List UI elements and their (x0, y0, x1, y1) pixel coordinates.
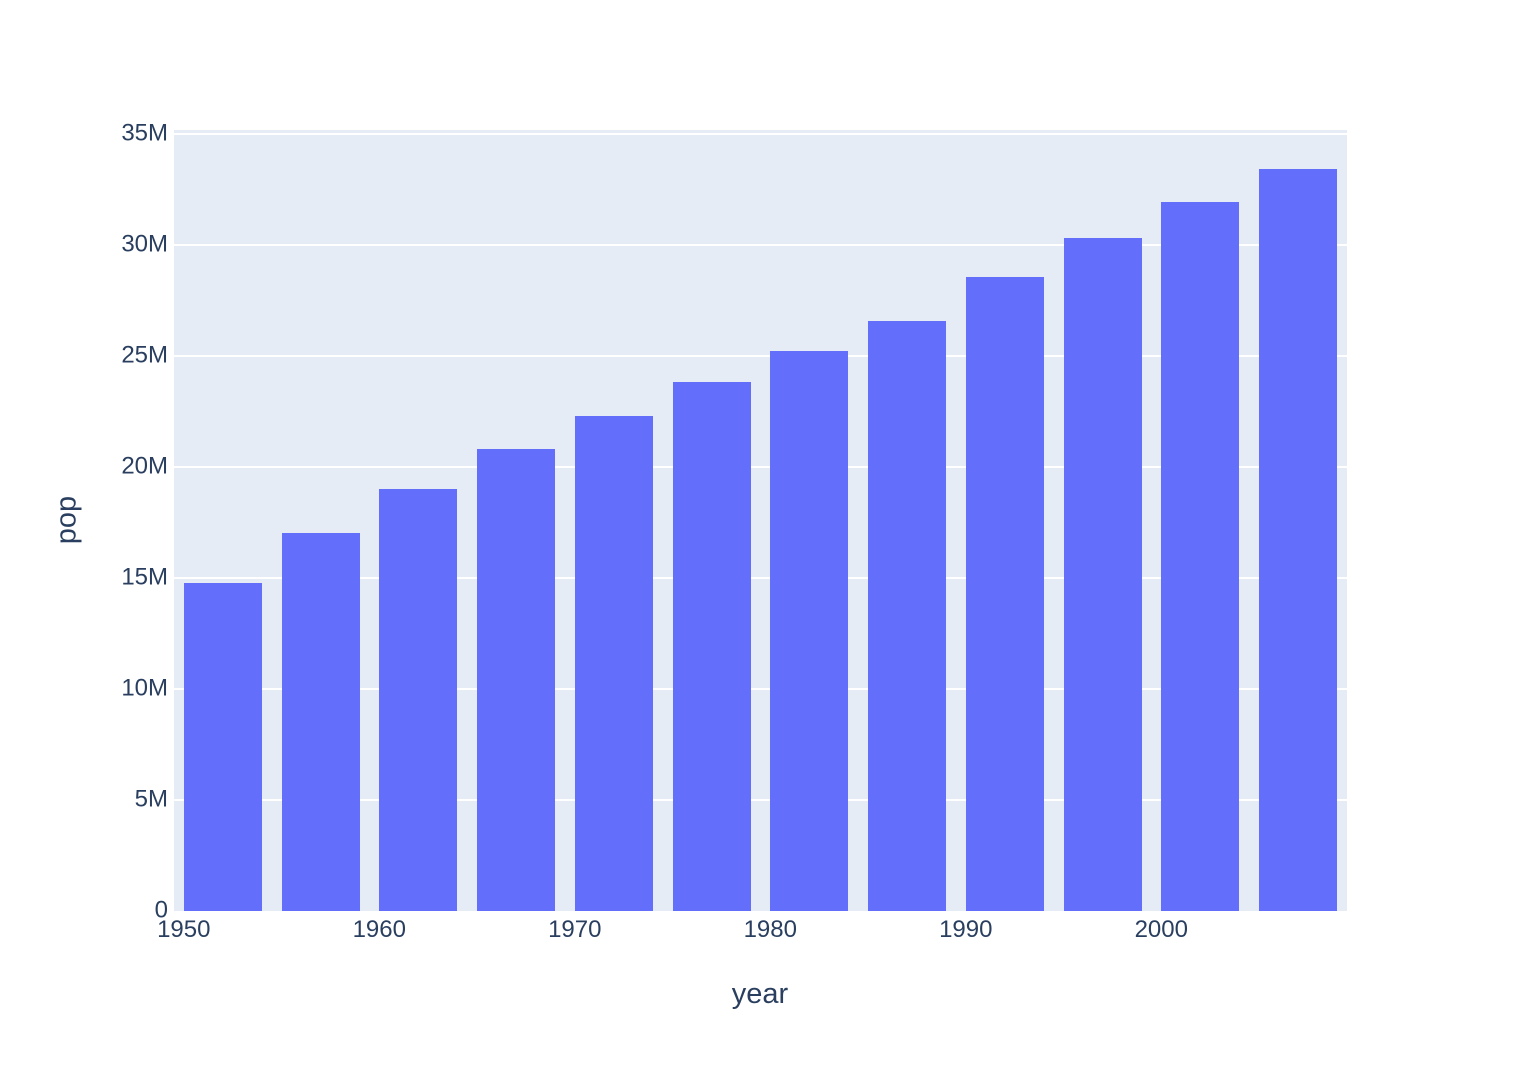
y-tick-label-35M: 35M (121, 119, 168, 147)
y-tick-label-5M: 5M (134, 785, 168, 813)
y-tick-label-0: 0 (154, 896, 168, 924)
y-tick-label-25M: 25M (121, 341, 168, 369)
bar-2007[interactable] (1259, 169, 1338, 911)
bar-1987[interactable] (868, 321, 947, 911)
bar-2002[interactable] (1161, 202, 1240, 911)
x-tick-label-1970: 1970 (548, 916, 602, 943)
x-tick-label-1980: 1980 (743, 916, 797, 943)
bar-1997[interactable] (1063, 237, 1142, 911)
x-axis-title: year (731, 978, 789, 1010)
gridline-y-30M (174, 243, 1347, 246)
gridline-y-5M (174, 798, 1347, 801)
gridline-y-35M (174, 132, 1347, 135)
bar-1972[interactable] (574, 416, 653, 911)
bar-1982[interactable] (770, 351, 849, 911)
y-tick-label-20M: 20M (121, 452, 168, 480)
bar-1967[interactable] (477, 448, 556, 911)
bar-1952[interactable] (183, 582, 262, 911)
x-tick-label-1990: 1990 (939, 916, 993, 943)
bar-1992[interactable] (965, 277, 1044, 911)
gridline-y-20M (174, 465, 1347, 468)
bar-1977[interactable] (672, 382, 751, 911)
bar-1962[interactable] (379, 489, 458, 911)
x-tick-label-1950: 1950 (157, 916, 211, 943)
y-tick-label-30M: 30M (121, 230, 168, 258)
plot-area[interactable] (174, 130, 1347, 911)
x-tick-label-1960: 1960 (352, 916, 406, 943)
gridline-y-10M (174, 687, 1347, 690)
gridline-y-15M (174, 576, 1347, 579)
gridline-y-25M (174, 354, 1347, 357)
y-tick-label-10M: 10M (121, 674, 168, 702)
bar-1957[interactable] (281, 533, 360, 911)
y-axis-title: pop (50, 495, 83, 545)
y-tick-label-15M: 15M (121, 563, 168, 591)
x-tick-label-2000: 2000 (1134, 916, 1188, 943)
